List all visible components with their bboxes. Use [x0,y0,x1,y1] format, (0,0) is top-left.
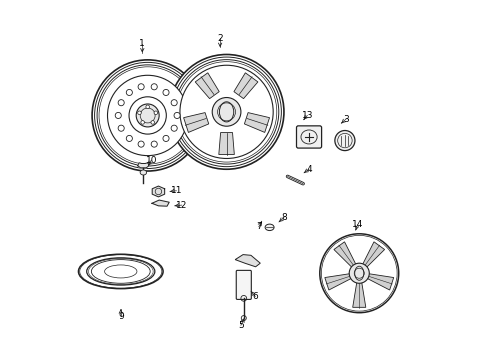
Text: 14: 14 [351,220,363,229]
Polygon shape [235,255,260,267]
Circle shape [171,125,177,131]
Circle shape [171,100,177,106]
Ellipse shape [264,224,274,230]
Ellipse shape [78,254,163,289]
Text: 12: 12 [176,201,187,210]
Text: 4: 4 [305,165,311,174]
Circle shape [151,84,157,90]
Circle shape [154,111,157,114]
Ellipse shape [86,258,155,285]
Circle shape [145,105,149,109]
Text: 1: 1 [139,39,145,48]
Text: 2: 2 [217,34,223,43]
Ellipse shape [140,170,146,175]
FancyBboxPatch shape [236,270,251,300]
Text: 10: 10 [145,156,157,165]
Circle shape [163,135,169,141]
Circle shape [138,111,141,114]
Polygon shape [365,273,393,290]
Polygon shape [361,242,384,269]
Polygon shape [218,132,234,154]
Circle shape [126,135,132,141]
Text: 9: 9 [118,312,123,321]
Circle shape [334,131,354,150]
Circle shape [212,98,241,126]
Polygon shape [233,73,257,99]
Polygon shape [152,200,169,206]
Text: 7: 7 [255,222,261,231]
Polygon shape [244,113,269,132]
Polygon shape [352,280,365,307]
Polygon shape [324,273,353,290]
Polygon shape [137,163,149,168]
Circle shape [163,89,169,95]
Circle shape [118,125,124,131]
Circle shape [118,100,124,106]
Circle shape [107,75,187,156]
Circle shape [141,121,144,124]
FancyBboxPatch shape [296,126,321,148]
Text: 13: 13 [301,111,312,120]
Circle shape [169,54,284,169]
Polygon shape [195,73,219,99]
Circle shape [151,121,154,124]
Circle shape [319,234,398,313]
Polygon shape [333,242,356,269]
Circle shape [174,112,180,118]
Circle shape [138,141,144,147]
Text: 11: 11 [170,186,182,195]
Circle shape [151,141,157,147]
Polygon shape [152,186,164,197]
Text: 3: 3 [343,114,348,123]
Circle shape [138,84,144,90]
Ellipse shape [219,102,233,122]
Text: 5: 5 [238,321,244,330]
Circle shape [136,104,159,127]
Circle shape [126,89,132,95]
Circle shape [180,65,273,158]
Circle shape [92,60,203,171]
Text: 6: 6 [252,292,258,301]
Polygon shape [183,113,208,132]
Text: 8: 8 [281,213,286,222]
Circle shape [115,112,121,118]
Circle shape [348,263,368,283]
Ellipse shape [354,266,363,280]
